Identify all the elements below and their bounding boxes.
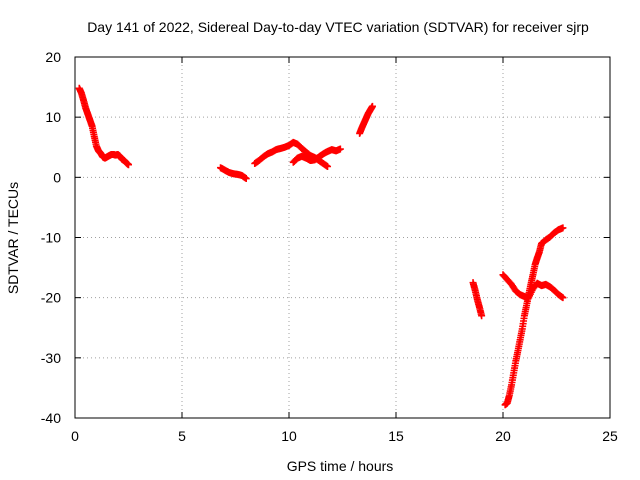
x-tick-label: 20 xyxy=(495,428,511,444)
y-tick-labels: -40 -30 -20 -10 0 10 20 xyxy=(41,49,61,426)
y-tick-label: -20 xyxy=(41,290,61,306)
data-point-interp xyxy=(509,371,517,379)
data-point-interp xyxy=(520,314,528,322)
grid-lines xyxy=(75,57,610,418)
data-point-interp xyxy=(511,359,519,367)
data-point-interp xyxy=(558,224,566,232)
x-tick-label: 0 xyxy=(71,428,79,444)
data-point-interp xyxy=(124,160,132,168)
data-point-interp xyxy=(90,130,98,138)
y-tick-label: -40 xyxy=(41,410,61,426)
data-point-interp xyxy=(336,145,344,153)
y-tick-label: -30 xyxy=(41,350,61,366)
x-tick-label: 15 xyxy=(388,428,404,444)
x-tick-label: 25 xyxy=(602,428,618,444)
data-point-interp xyxy=(507,383,515,391)
data-point-interp xyxy=(558,293,566,301)
data-point-interp xyxy=(241,174,249,182)
data-point-interp xyxy=(518,327,526,335)
data-point-interp xyxy=(524,293,532,301)
data-point-interp xyxy=(516,338,524,346)
y-tick-label: 0 xyxy=(53,169,61,185)
data-point-interp xyxy=(522,304,530,312)
data-point-interp xyxy=(471,285,479,293)
x-tick-label: 5 xyxy=(178,428,186,444)
y-axis-label: SDTVAR / TECUs xyxy=(5,182,21,294)
data-points xyxy=(75,84,567,409)
data-point-interp xyxy=(473,294,481,302)
data-point-interp xyxy=(505,393,513,401)
data-point-interp xyxy=(531,263,539,271)
data-point-interp xyxy=(477,310,485,318)
x-tick-labels: 0 5 10 15 20 25 xyxy=(71,428,618,444)
chart-title: Day 141 of 2022, Sidereal Day-to-day VTE… xyxy=(87,19,589,35)
data-point-interp xyxy=(323,162,331,170)
y-tick-label: 10 xyxy=(45,109,61,125)
axes xyxy=(74,56,611,419)
y-tick-label: -10 xyxy=(41,230,61,246)
x-axis-label: GPS time / hours xyxy=(287,458,394,474)
data-point-interp xyxy=(368,103,376,111)
data-point-interp xyxy=(526,282,534,290)
data-point-interp xyxy=(475,302,483,310)
data-point-interp xyxy=(529,273,537,281)
x-tick-label: 10 xyxy=(281,428,297,444)
y-tick-label: 20 xyxy=(45,49,61,65)
data-point-interp xyxy=(514,349,522,357)
data-point-interp xyxy=(88,121,96,129)
